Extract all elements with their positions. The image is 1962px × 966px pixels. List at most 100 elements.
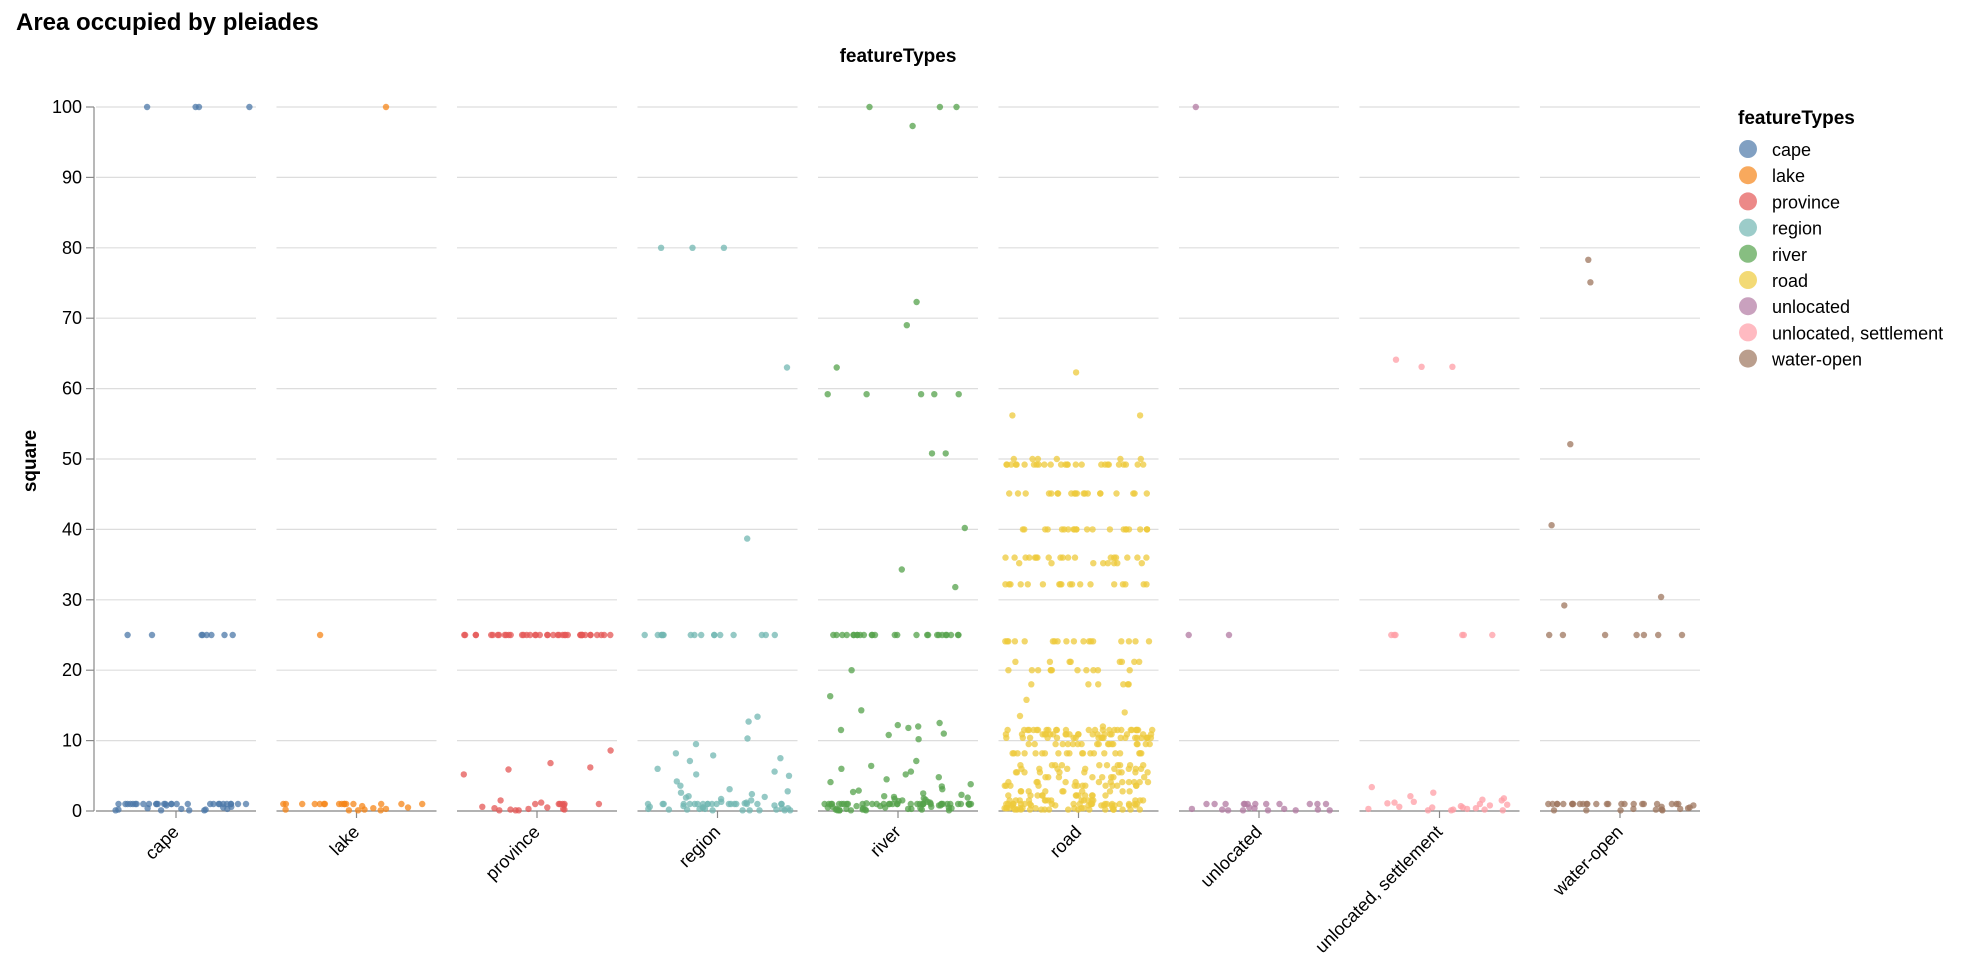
legend-swatch <box>1739 297 1757 316</box>
data-point <box>345 807 353 814</box>
data-point <box>1472 805 1480 812</box>
data-point <box>299 800 306 808</box>
data-point <box>382 805 390 813</box>
data-point <box>855 787 862 794</box>
legend-label: water-open <box>1771 350 1862 370</box>
data-point <box>1476 800 1484 808</box>
data-point <box>1017 806 1025 813</box>
data-point <box>838 800 845 808</box>
x-tick-label: lake <box>326 822 363 859</box>
data-point <box>461 631 468 639</box>
data-point <box>1132 802 1139 809</box>
data-point <box>657 244 665 251</box>
data-point <box>673 778 680 785</box>
data-point <box>1640 631 1648 639</box>
data-point <box>1034 726 1042 734</box>
data-point <box>1132 638 1139 645</box>
data-point <box>370 805 377 812</box>
data-point <box>1021 769 1028 776</box>
data-point <box>382 103 390 111</box>
data-point <box>1391 799 1398 806</box>
data-point <box>754 713 761 720</box>
legend-swatch <box>1739 323 1757 342</box>
x-tick-label: water-open <box>1548 822 1627 901</box>
data-point <box>1559 631 1567 639</box>
data-point <box>1652 806 1660 813</box>
facet-panel: river <box>818 103 978 861</box>
data-point <box>1240 800 1248 808</box>
data-point <box>1089 774 1096 781</box>
data-point <box>1281 805 1288 813</box>
data-point <box>857 631 864 639</box>
data-point <box>1618 800 1625 808</box>
data-point <box>731 800 738 808</box>
data-point <box>1110 774 1117 781</box>
data-point <box>1587 279 1594 286</box>
data-point <box>192 103 199 111</box>
data-point <box>1032 805 1039 812</box>
data-point <box>1035 461 1042 468</box>
data-point <box>1058 762 1066 769</box>
data-point <box>1127 806 1134 813</box>
data-point <box>924 631 932 639</box>
data-point <box>1065 806 1072 813</box>
data-point <box>746 807 753 814</box>
data-point <box>144 805 151 812</box>
x-tick-label: river <box>866 822 905 861</box>
y-tick-label: 30 <box>62 590 82 610</box>
data-point <box>1100 560 1107 567</box>
data-point <box>532 631 540 639</box>
y-tick-label: 40 <box>62 519 82 539</box>
data-point <box>1116 750 1124 757</box>
data-point <box>1246 804 1253 811</box>
data-point <box>1047 461 1054 468</box>
data-point <box>677 789 685 796</box>
data-point <box>1132 769 1139 776</box>
data-point <box>491 805 498 812</box>
data-point <box>1263 800 1270 808</box>
data-point <box>186 807 193 814</box>
data-point <box>1140 461 1147 468</box>
data-point <box>1011 638 1019 645</box>
data-point <box>1048 490 1055 497</box>
data-point <box>1102 792 1109 799</box>
data-point <box>1579 800 1587 808</box>
data-point <box>936 719 943 727</box>
data-point <box>1041 750 1049 757</box>
data-point <box>744 535 751 542</box>
data-point <box>1322 800 1330 808</box>
data-point <box>544 631 551 639</box>
data-point <box>787 807 794 814</box>
data-point <box>1096 762 1103 769</box>
data-point <box>1138 560 1146 567</box>
data-point <box>1007 461 1015 468</box>
data-point <box>1011 554 1018 561</box>
legend-label: province <box>1772 192 1840 212</box>
data-point <box>198 631 205 639</box>
data-point <box>698 631 705 639</box>
data-point <box>863 391 870 398</box>
data-point <box>902 771 909 778</box>
data-point <box>507 631 514 639</box>
data-point <box>1130 490 1137 497</box>
data-point <box>234 800 242 808</box>
data-point <box>743 800 751 808</box>
data-point <box>1678 631 1686 639</box>
data-point <box>1002 581 1009 588</box>
data-point <box>1550 807 1558 814</box>
data-point <box>1118 658 1126 665</box>
legend-label: river <box>1772 245 1807 265</box>
data-point <box>934 631 941 639</box>
data-point <box>1239 807 1247 814</box>
data-point <box>115 800 122 808</box>
data-point <box>1056 769 1063 776</box>
data-point <box>1125 778 1133 786</box>
data-point <box>645 805 652 813</box>
data-point <box>1424 807 1432 814</box>
data-point <box>869 800 876 808</box>
data-point <box>587 631 594 639</box>
data-point <box>598 631 605 639</box>
facet-panel: road <box>998 106 1159 861</box>
data-point <box>1053 726 1061 734</box>
data-point <box>1684 805 1692 812</box>
